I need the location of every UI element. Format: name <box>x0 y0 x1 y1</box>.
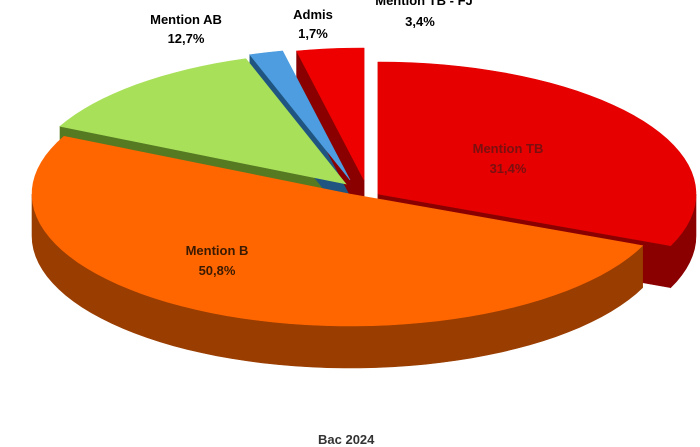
label-mention-b: Mention B <box>186 243 249 258</box>
slice-admis <box>249 50 351 181</box>
value-mention-tb: 31,4% <box>490 161 527 176</box>
slice-mention-tb <box>377 61 697 246</box>
slice-mention-b <box>31 135 644 327</box>
value-mention-ab: 12,7% <box>168 31 205 46</box>
slice-mention-tb-fj <box>296 47 365 181</box>
pie-top-faces <box>31 47 697 327</box>
slice-mention-ab <box>59 58 347 185</box>
value-mention-b: 50,8% <box>199 263 236 278</box>
label-mention-ab: Mention AB <box>150 12 222 27</box>
bottom-caption: Bac 2024 <box>318 432 375 447</box>
label-mention-tb: Mention TB <box>473 141 544 156</box>
value-admis: 1,7% <box>298 26 328 41</box>
value-mention-tb-fj: 3,4% <box>405 14 435 29</box>
label-mention-tb-fj: Mention TB - FJ <box>375 0 473 8</box>
label-admis: Admis <box>293 7 333 22</box>
